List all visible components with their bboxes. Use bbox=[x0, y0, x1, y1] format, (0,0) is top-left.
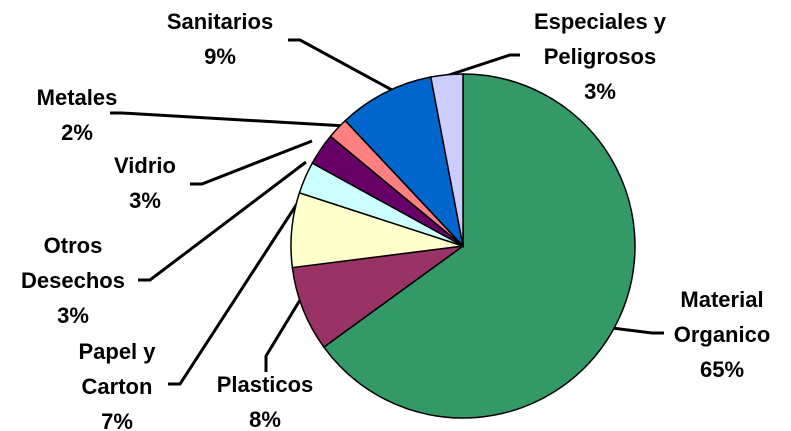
leader-line bbox=[264, 299, 302, 372]
category-label: Vidrio bbox=[114, 153, 176, 178]
leader-line bbox=[138, 160, 307, 282]
value-label: 2% bbox=[61, 120, 93, 145]
slice-label: Papel y Carton 7% bbox=[62, 334, 172, 431]
leader-line bbox=[611, 326, 664, 335]
slice-label: Especiales y Peligrosos 3% bbox=[505, 4, 695, 109]
slice-label: Metales 2% bbox=[22, 80, 132, 150]
category-label: Papel y Carton bbox=[78, 339, 156, 399]
leader-lines bbox=[110, 38, 664, 386]
category-label: Especiales y Peligrosos bbox=[533, 9, 667, 69]
leader-line bbox=[110, 111, 347, 128]
category-label: Material Organico bbox=[673, 287, 771, 347]
pie-slice bbox=[322, 73, 636, 419]
leader-line bbox=[168, 189, 308, 386]
category-label: Metales bbox=[36, 85, 118, 110]
value-label: 65% bbox=[699, 357, 745, 382]
category-label: Plasticos bbox=[216, 372, 314, 397]
slice-label: Sanitarios 9% bbox=[140, 4, 300, 74]
pie-slice bbox=[429, 73, 464, 247]
value-label: 3% bbox=[584, 79, 616, 104]
leader-line bbox=[190, 139, 313, 186]
value-label: 3% bbox=[57, 303, 89, 328]
slice-label: Plasticos 8% bbox=[205, 367, 325, 431]
slice-label: Vidrio 3% bbox=[100, 148, 190, 218]
category-label: Otros Desechos bbox=[21, 233, 125, 293]
slice-label: Material Organico 65% bbox=[652, 282, 791, 387]
leader-line bbox=[288, 38, 393, 92]
slice-label: Otros Desechos 3% bbox=[8, 228, 138, 333]
value-label: 8% bbox=[249, 407, 281, 431]
value-label: 9% bbox=[204, 44, 236, 69]
pie-slice bbox=[344, 76, 465, 249]
value-label: 7% bbox=[101, 409, 133, 431]
value-label: 3% bbox=[129, 188, 161, 213]
category-label: Sanitarios bbox=[166, 9, 274, 34]
leader-line bbox=[445, 53, 520, 78]
